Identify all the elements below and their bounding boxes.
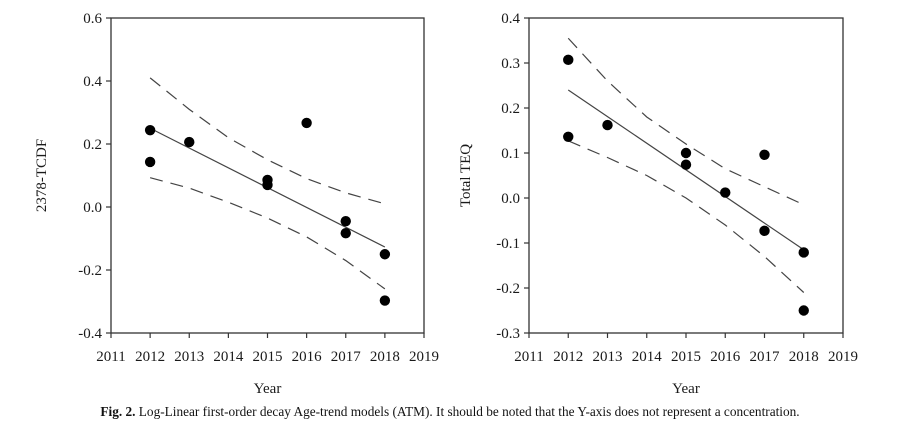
data-point (301, 117, 312, 129)
data-point (680, 159, 692, 170)
data-point (720, 187, 731, 198)
caption-label: Fig. 2. (100, 404, 136, 419)
data-point (798, 305, 809, 316)
y-tick-label: 0.4 (501, 11, 520, 27)
y-tick-label: 0.0 (501, 191, 520, 207)
caption-text: Log-Linear first-order decay Age-trend m… (135, 404, 800, 419)
y-tick-label: 0.0 (83, 200, 102, 216)
x-axis-label: Year (254, 381, 282, 395)
data-point (680, 147, 692, 159)
x-tick-label: 2011 (514, 349, 543, 365)
y-axis-label: Total TEQ (458, 144, 474, 207)
data-point (144, 124, 156, 136)
x-axis-label: Year (672, 381, 700, 395)
x-tick-label: 2018 (789, 349, 819, 365)
x-tick-label: 2014 (632, 349, 663, 365)
ci-lower-line (568, 140, 805, 293)
ci-upper-line (567, 37, 805, 206)
x-tick-label: 2019 (409, 349, 439, 365)
x-tick-label: 2019 (828, 349, 858, 365)
data-point (759, 225, 770, 237)
y-tick-label: -0.2 (78, 263, 102, 279)
y-tick-label: -0.4 (78, 326, 102, 342)
data-point (144, 156, 156, 168)
y-tick-label: 0.2 (501, 101, 520, 117)
data-point (379, 249, 391, 260)
data-point (602, 119, 613, 131)
data-point (563, 54, 574, 66)
chart-1: 2011 2012 2013 2014 2015 2016 2017 2018 2019 -0.4… (34, 11, 439, 395)
y-tick-label: 0.6 (83, 11, 102, 27)
y-axis-label: 2378-TCDF (34, 139, 50, 212)
x-tick-label: 2012 (553, 349, 583, 365)
y-tick-label: 0.3 (501, 56, 520, 72)
data-point (340, 227, 351, 239)
data-point (262, 179, 273, 191)
data-point (759, 149, 770, 160)
x-tick-label: 2013 (174, 349, 204, 365)
figure-charts: 2011 2012 2013 2014 2015 2016 2017 2018 2019 -0.4… (34, 11, 858, 395)
x-tick-label: 2017 (750, 349, 781, 365)
x-tick-label: 2014 (213, 349, 244, 365)
x-tick-label: 2018 (370, 349, 400, 365)
y-tick-label: 0.4 (83, 74, 102, 90)
ci-lower-line (149, 177, 386, 290)
y-tick-label: -0.3 (496, 326, 520, 342)
x-tick-label: 2011 (96, 349, 125, 365)
figure-caption: Fig. 2. Log-Linear first-order decay Age… (0, 404, 900, 420)
data-point (798, 247, 809, 258)
data-point (184, 136, 195, 148)
x-tick-label: 2016 (292, 349, 323, 365)
x-tick-label: 2015 (253, 349, 283, 365)
x-tick-label: 2017 (331, 349, 362, 365)
data-point (340, 215, 351, 227)
chart-2: 2011 2012 2013 2014 2015 2016 2017 2018 2019 -0.3… (458, 11, 858, 395)
y-tick-label: 0.1 (501, 146, 520, 162)
y-tick-label: -0.1 (496, 236, 520, 252)
x-tick-label: 2016 (710, 349, 741, 365)
data-point (563, 131, 574, 142)
x-tick-label: 2012 (135, 349, 165, 365)
x-tick-label: 2013 (593, 349, 623, 365)
x-tick-label: 2015 (671, 349, 701, 365)
y-tick-label: -0.2 (496, 281, 520, 297)
ci-upper-line (149, 77, 386, 205)
y-tick-label: 0.2 (83, 137, 102, 153)
plot-frame (528, 17, 844, 334)
data-point (379, 295, 391, 306)
